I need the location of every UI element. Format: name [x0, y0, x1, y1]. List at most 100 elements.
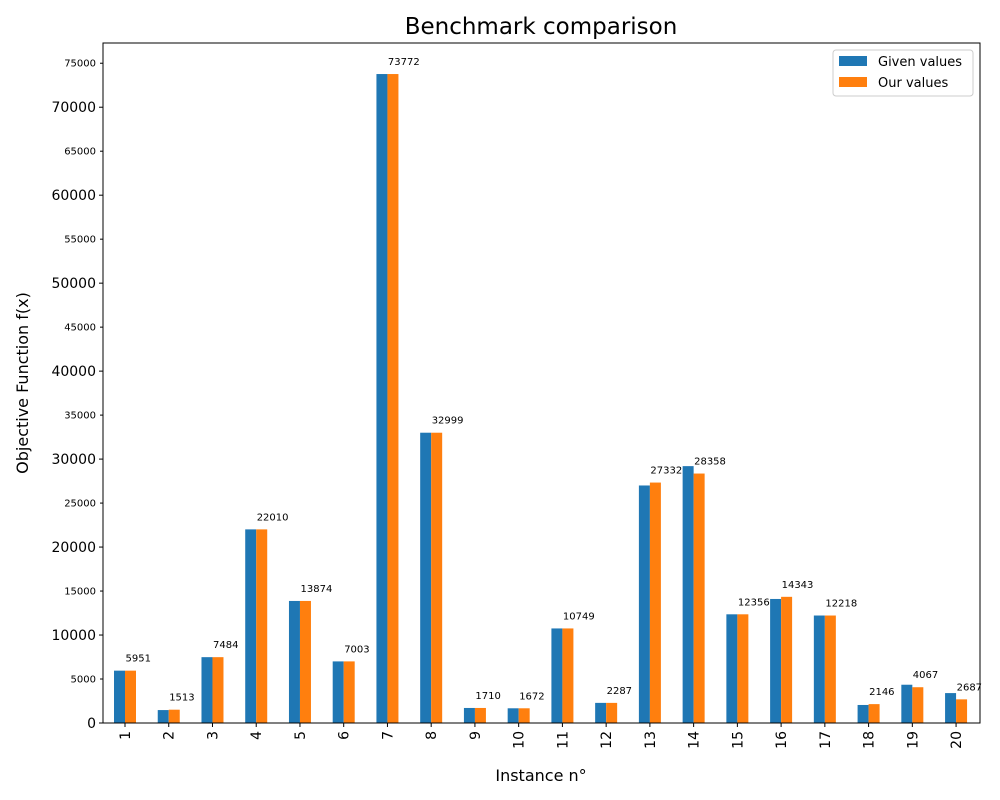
- y-tick-label-35000: 35000: [64, 411, 96, 422]
- bar-our-14: [693, 473, 705, 723]
- bar-our-10: [518, 708, 530, 723]
- data-label-12: 2287: [607, 686, 632, 697]
- data-labels-group: 5951 1513 7484 22010 13874 7003 73772 32999 1710…: [126, 57, 983, 704]
- data-label-20: 2687: [957, 682, 982, 693]
- legend-swatch-given-values: [839, 56, 867, 66]
- bar-our-19: [912, 687, 924, 723]
- x-tick-label-13: 13: [643, 731, 659, 749]
- y-tick-label-0: 0: [87, 716, 96, 732]
- bar-given-20: [945, 693, 957, 723]
- plot-frame: [102, 42, 981, 724]
- bar-our-5: [299, 600, 311, 723]
- legend-swatch-our-values: [839, 77, 867, 87]
- legend-label-given-values: Given values: [878, 55, 962, 70]
- x-axis: 1 2 3 4 5 6 7 8 9 10 11 12 13 14 15 16 17 18 19 20: [118, 723, 965, 749]
- y-tick-label-15000: 15000: [64, 587, 96, 598]
- y-tick-label-65000: 65000: [64, 147, 96, 158]
- bar-our-11: [562, 628, 574, 723]
- data-label-10: 1672: [519, 691, 544, 702]
- y-tick-label-50000: 50000: [51, 276, 96, 292]
- bar-our-12: [606, 702, 618, 723]
- y-tick-label-60000: 60000: [51, 188, 96, 204]
- bar-given-14: [682, 466, 694, 723]
- bar-our-17: [824, 615, 836, 723]
- data-label-1: 5951: [126, 654, 151, 665]
- data-label-9: 1710: [475, 691, 500, 702]
- data-label-2: 1513: [169, 693, 194, 704]
- y-tick-label-20000: 20000: [51, 540, 96, 556]
- bar-our-1: [125, 670, 136, 723]
- y-axis: 0 10000 20000 30000 40000 50000 60000 70000 5000…: [51, 59, 103, 732]
- data-label-11: 10749: [563, 611, 595, 622]
- x-tick-label-8: 8: [424, 731, 440, 740]
- x-axis-label: Instance n°: [495, 766, 586, 785]
- bar-given-16: [770, 598, 782, 723]
- y-tick-label-45000: 45000: [64, 323, 96, 334]
- chart-title: Benchmark comparison: [405, 14, 678, 40]
- bar-given-18: [857, 704, 869, 723]
- data-label-3: 7484: [213, 640, 238, 651]
- x-tick-label-4: 4: [249, 731, 265, 740]
- bar-given-17: [813, 615, 825, 723]
- bar-given-12: [595, 702, 607, 723]
- bar-our-7: [387, 74, 399, 724]
- data-label-5: 13874: [301, 584, 333, 595]
- data-label-18: 2146: [869, 687, 894, 698]
- y-tick-label-5000: 5000: [71, 675, 96, 686]
- bar-our-16: [781, 596, 793, 723]
- x-tick-label-9: 9: [468, 731, 484, 740]
- x-tick-label-18: 18: [862, 731, 878, 749]
- bar-given-4: [245, 529, 257, 723]
- bar-our-8: [431, 432, 443, 723]
- y-tick-label-40000: 40000: [51, 364, 96, 380]
- x-tick-label-3: 3: [206, 731, 222, 740]
- bar-given-11: [551, 628, 563, 723]
- bar-our-15: [737, 614, 749, 723]
- x-tick-label-19: 19: [905, 731, 921, 749]
- x-tick-label-11: 11: [555, 731, 571, 749]
- y-axis-label: Objective Function f(x): [13, 292, 32, 474]
- data-label-19: 4067: [913, 670, 938, 681]
- bar-given-8: [420, 432, 432, 723]
- data-label-17: 12218: [825, 599, 857, 610]
- x-tick-label-10: 10: [512, 731, 528, 749]
- x-tick-label-12: 12: [599, 731, 615, 749]
- bar-given-1: [114, 670, 125, 723]
- data-label-7: 73772: [388, 57, 420, 68]
- y-tick-label-10000: 10000: [51, 628, 96, 644]
- x-tick-label-14: 14: [687, 731, 703, 749]
- bar-given-2: [157, 710, 169, 723]
- bar-our-13: [649, 482, 661, 723]
- x-tick-label-5: 5: [293, 731, 309, 740]
- data-label-14: 28358: [694, 457, 726, 468]
- legend-label-our-values: Our values: [878, 76, 948, 91]
- x-tick-label-15: 15: [730, 731, 746, 749]
- x-tick-label-1: 1: [118, 731, 134, 740]
- bar-our-4: [256, 529, 268, 723]
- data-label-4: 22010: [257, 512, 289, 523]
- bar-our-9: [474, 707, 486, 723]
- y-tick-label-70000: 70000: [51, 100, 96, 116]
- bar-given-15: [726, 614, 738, 723]
- bar-given-19: [901, 684, 913, 723]
- x-tick-label-2: 2: [162, 731, 178, 740]
- legend: Given values Our values: [832, 49, 974, 97]
- bar-given-5: [288, 600, 300, 723]
- bar-given-9: [463, 707, 475, 723]
- y-tick-label-75000: 75000: [64, 59, 96, 70]
- x-tick-label-20: 20: [949, 731, 965, 749]
- data-label-16: 14343: [782, 580, 814, 591]
- bar-our-6: [343, 661, 355, 723]
- bar-given-10: [507, 708, 519, 723]
- x-tick-label-6: 6: [337, 731, 353, 740]
- data-label-6: 7003: [344, 644, 369, 655]
- data-label-8: 32999: [432, 416, 464, 427]
- bar-our-20: [956, 699, 968, 723]
- bar-our-2: [168, 709, 180, 723]
- bars-group: [114, 74, 968, 724]
- bar-given-3: [201, 657, 213, 723]
- bar-our-3: [212, 657, 224, 723]
- y-tick-label-25000: 25000: [64, 499, 96, 510]
